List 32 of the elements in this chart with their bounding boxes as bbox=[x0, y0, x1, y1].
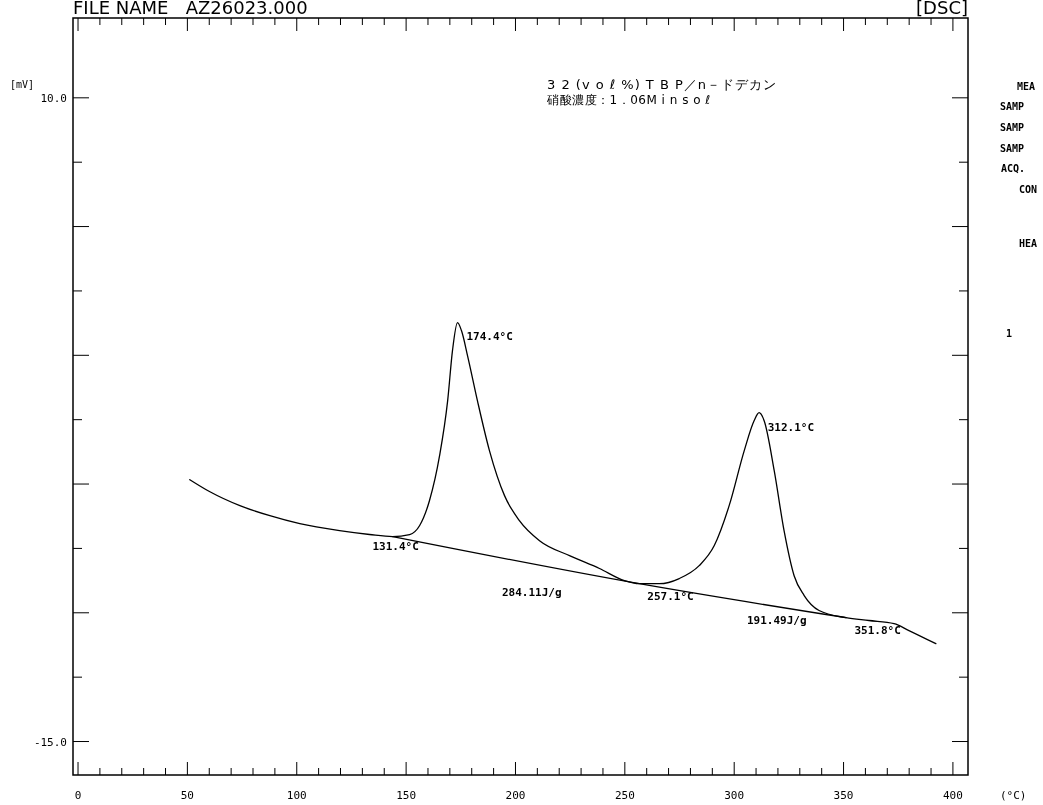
x-tick-label: 350 bbox=[833, 789, 854, 802]
text: SAMP bbox=[1000, 143, 1025, 154]
text: ACQ. bbox=[1001, 163, 1026, 174]
annotation: 硝酸濃度：1．06M i n s o ℓ bbox=[546, 93, 711, 107]
x-tick-label: 300 bbox=[724, 789, 745, 802]
y-tick-label: -15.0 bbox=[33, 735, 67, 749]
x-tick-label: 50 bbox=[180, 789, 195, 802]
text: CON bbox=[1019, 184, 1038, 195]
annotation: 3 2 (v o ℓ %) T B P／n－ドデカン bbox=[547, 77, 778, 92]
x-tick-label: 200 bbox=[505, 789, 526, 802]
annotation: 257.1°C bbox=[647, 589, 694, 603]
y-axis-title: [mV] bbox=[10, 79, 35, 90]
chart-subtitle: [DSC] bbox=[916, 0, 968, 18]
annotation: 284.11J/g bbox=[502, 586, 562, 599]
annotation: 174.4°C bbox=[466, 330, 513, 344]
annotation: 191.49J/g bbox=[747, 614, 807, 627]
text: 1 bbox=[1006, 328, 1013, 339]
x-axis-title: (°C) bbox=[1000, 789, 1027, 802]
chart-title: FILE NAME AZ26023.000 bbox=[73, 0, 308, 18]
text: SAMP bbox=[1000, 101, 1025, 112]
text: HEA bbox=[1019, 238, 1038, 249]
text: MEA bbox=[1017, 81, 1036, 92]
annotation: 351.8°C bbox=[854, 623, 901, 637]
x-tick-label: 0 bbox=[74, 789, 82, 802]
annotation: 131.4°C bbox=[372, 540, 419, 554]
x-tick-label: 150 bbox=[396, 789, 417, 802]
x-tick-label: 250 bbox=[614, 789, 635, 802]
x-tick-label: 100 bbox=[286, 789, 307, 802]
annotation: 312.1°C bbox=[767, 420, 815, 434]
y-tick-label: 10.0 bbox=[40, 91, 67, 105]
x-tick-label: 400 bbox=[942, 789, 963, 802]
text: SAMP bbox=[1000, 122, 1025, 133]
